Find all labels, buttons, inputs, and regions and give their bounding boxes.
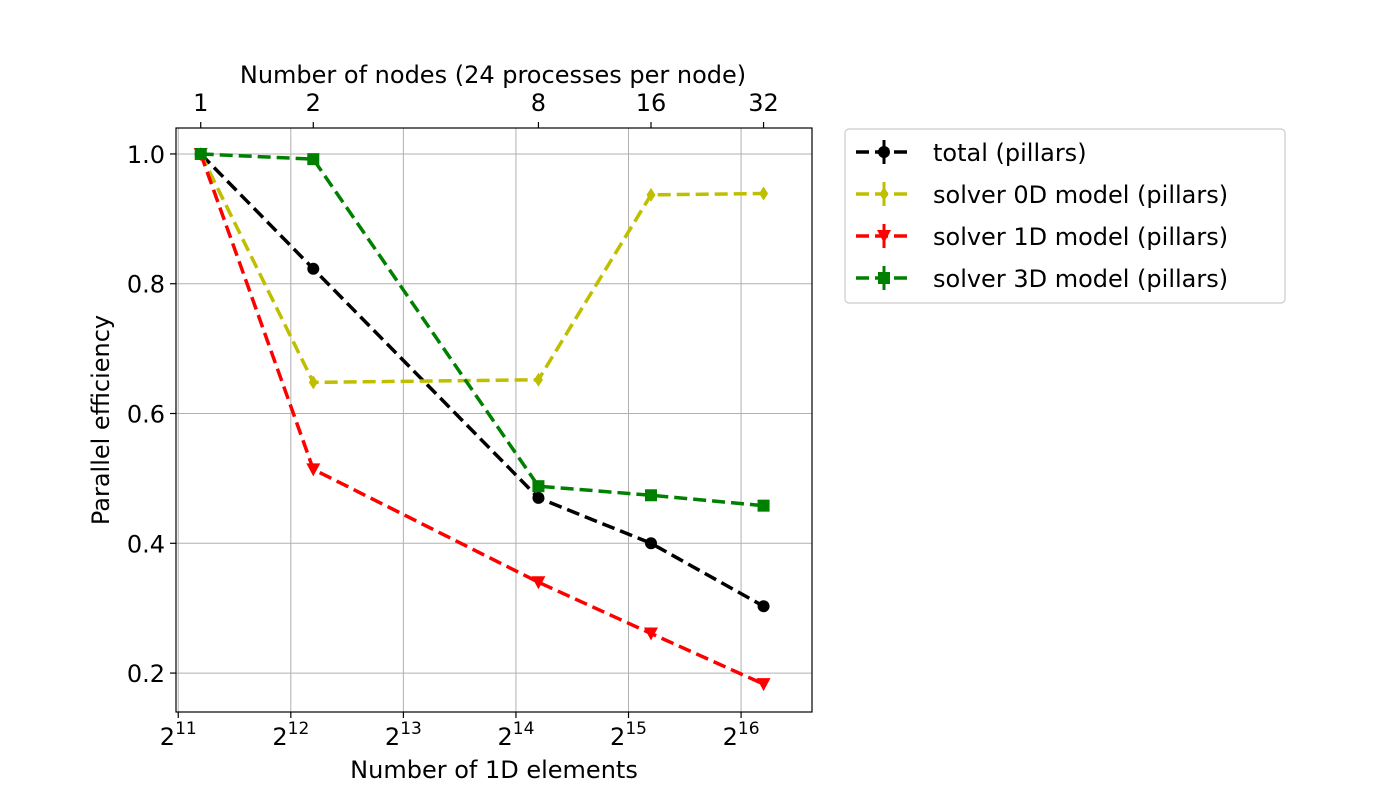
x-tick-label: 216 [723, 719, 760, 751]
legend-entry: solver 0D model (pillars) [856, 181, 1228, 209]
legend-label: solver 0D model (pillars) [933, 181, 1228, 209]
axes: 211 212 213 214 215 216 1 2 8 16 32 0.2 0.4 0.6 0.8 1.0 [127, 89, 779, 751]
x-axis-title: Number of 1D elements [350, 756, 638, 784]
x-tick-label: 211 [160, 719, 197, 751]
triangle-down-marker [531, 576, 546, 590]
square-marker [757, 499, 770, 512]
square-marker [194, 147, 207, 160]
legend-label: solver 3D model (pillars) [933, 265, 1228, 293]
y-tick-label: 0.8 [127, 271, 165, 299]
series-triangle-down [193, 147, 771, 692]
grid [176, 128, 812, 712]
legend-entry: solver 1D model (pillars) [856, 223, 1228, 251]
x-tick-label: 214 [497, 719, 534, 751]
diamond-marker [533, 372, 543, 387]
legend: total (pillars) solver 0D model (pillars)… [844, 128, 1286, 304]
circle-marker [757, 600, 770, 613]
top-tick-label: 2 [306, 89, 321, 117]
triangle-down-marker [643, 627, 658, 641]
y-tick-label: 0.6 [127, 401, 165, 429]
triangle-down-marker [306, 463, 321, 477]
triangle-down-marker [756, 678, 771, 692]
y-tick-label: 0.4 [127, 530, 165, 558]
legend-label: solver 1D model (pillars) [933, 223, 1228, 251]
circle-marker [532, 491, 545, 504]
circle-marker [307, 262, 320, 275]
diamond-marker [759, 186, 769, 201]
series-thin-diamond [196, 146, 769, 390]
square-marker [878, 272, 890, 284]
top-axis-title: Number of nodes (24 processes per node) [240, 61, 746, 89]
legend-label: total (pillars) [933, 139, 1087, 167]
x-tick-label: 213 [385, 719, 422, 751]
diamond-marker [646, 187, 656, 202]
square-marker [644, 489, 657, 502]
y-tick-label: 0.2 [127, 660, 165, 688]
series-line [199, 153, 765, 686]
series-line [200, 152, 764, 508]
square-marker [532, 480, 545, 493]
series-square [194, 147, 770, 512]
diamond-marker [879, 187, 889, 201]
legend-entry: solver 3D model (pillars) [856, 265, 1228, 293]
top-tick-label: 1 [193, 89, 208, 117]
x-tick-label: 215 [610, 719, 647, 751]
square-marker [307, 153, 320, 166]
circle-marker [644, 537, 657, 550]
top-tick-label: 8 [531, 89, 546, 117]
x-tick-label: 212 [272, 719, 309, 751]
plot-area [175, 127, 813, 713]
triangle-down-marker [877, 230, 891, 243]
diamond-marker [308, 375, 318, 390]
top-tick-label: 16 [636, 89, 667, 117]
circle-marker [878, 146, 890, 158]
series-line [199, 153, 764, 385]
legend-entry: total (pillars) [856, 139, 1087, 167]
legend-box [844, 128, 1286, 304]
top-tick-label: 32 [748, 89, 779, 117]
plot-series [193, 146, 771, 692]
y-tick-label: 1.0 [127, 141, 165, 169]
y-axis-title: Parallel efficiency [87, 315, 115, 525]
